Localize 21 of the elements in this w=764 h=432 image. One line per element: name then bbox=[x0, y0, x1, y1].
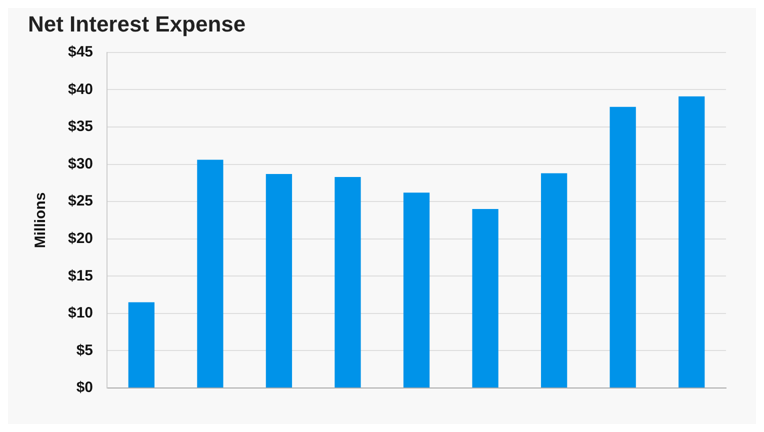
y-tick-label: $25 bbox=[68, 192, 94, 210]
bar bbox=[472, 209, 498, 388]
y-tick-label: $5 bbox=[76, 342, 94, 359]
bar bbox=[334, 176, 361, 388]
bar bbox=[610, 106, 636, 388]
bar bbox=[403, 192, 430, 388]
y-axis-title: Millions bbox=[32, 192, 50, 248]
y-tick-label: $15 bbox=[68, 267, 94, 284]
bar bbox=[197, 160, 224, 388]
y-tick-label: $10 bbox=[68, 304, 94, 322]
y-tick-label: $45 bbox=[68, 44, 94, 61]
chart-title: Net Interest Expense bbox=[28, 11, 246, 36]
y-tick-label: $35 bbox=[68, 118, 94, 136]
bar bbox=[266, 174, 292, 388]
y-tick-label: $20 bbox=[68, 230, 94, 247]
y-tick-label: $30 bbox=[68, 155, 94, 172]
y-tick-label: $0 bbox=[76, 379, 94, 396]
y-tick-label: $40 bbox=[68, 80, 94, 98]
bar bbox=[128, 302, 154, 388]
bar bbox=[678, 96, 705, 388]
bar bbox=[540, 173, 568, 388]
